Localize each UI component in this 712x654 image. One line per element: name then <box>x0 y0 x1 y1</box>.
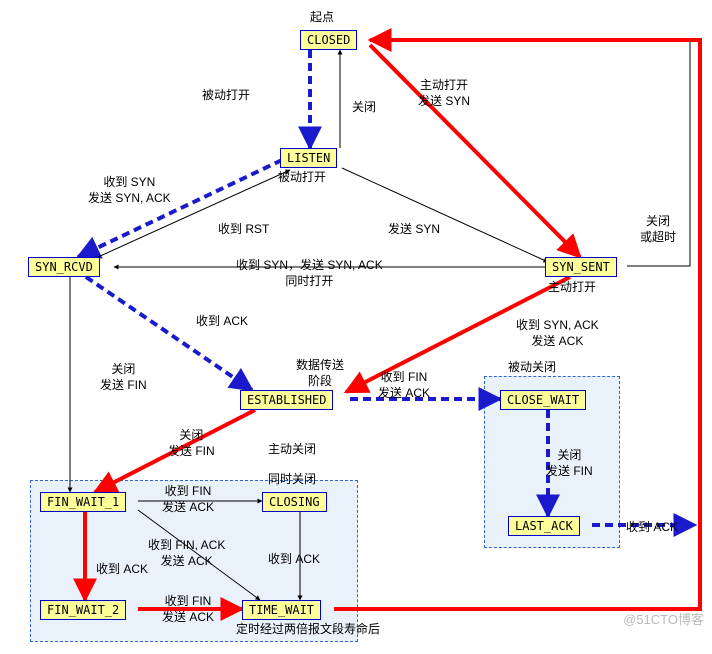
state-listen: LISTEN <box>280 148 337 168</box>
state-fin-wait-1: FIN_WAIT_1 <box>40 492 126 512</box>
label-close-fin-2: 关闭发送 FIN <box>168 428 215 459</box>
label-syn-sent-sub: 主动打开 <box>548 280 596 296</box>
edges-layer <box>0 0 712 654</box>
label-passive-open: 被动打开 <box>202 88 250 104</box>
label-ack-to-est: 收到 ACK <box>196 314 248 330</box>
label-rst: 收到 RST <box>218 222 269 238</box>
label-listen-sub: 被动打开 <box>278 170 326 186</box>
label-last-ack-recv: 收到 ACK <box>626 520 678 536</box>
edge-listen_synsent <box>342 168 548 262</box>
state-closing: CLOSING <box>262 492 327 512</box>
label-passive-close-lbl: 被动关闭 <box>508 360 556 376</box>
label-synack-to-est: 收到 SYN, ACK发送 ACK <box>516 318 599 349</box>
label-start: 起点 <box>310 10 334 26</box>
state-syn-rcvd: SYN_RCVD <box>28 257 100 277</box>
watermark: @51CTO博客 <box>623 609 704 628</box>
state-close-wait: CLOSE_WAIT <box>500 390 586 410</box>
state-established: ESTABLISHED <box>240 390 333 410</box>
label-data-phase: 数据传送阶段 <box>296 358 344 389</box>
label-send-syn: 发送 SYN <box>388 222 440 238</box>
label-simul-close: 同时关闭 <box>268 472 316 488</box>
state-closed: CLOSED <box>300 30 357 50</box>
label-close-fin-1: 关闭发送 FIN <box>100 362 147 393</box>
label-ack-fw2: 收到 ACK <box>96 562 148 578</box>
label-close-or-timeout: 关闭或超时 <box>640 214 676 245</box>
label-fin-ack-2: 收到 FIN发送 ACK <box>162 594 214 625</box>
label-finack-tw: 收到 FIN, ACK发送 ACK <box>148 538 225 569</box>
label-ack-closing: 收到 ACK <box>268 552 320 568</box>
state-diagram: CLOSED LISTEN SYN_RCVD SYN_SENT ESTABLIS… <box>0 0 712 654</box>
label-close-lbl: 关闭 <box>352 100 376 116</box>
state-last-ack: LAST_ACK <box>508 516 580 536</box>
label-syn-rcvd-in: 收到 SYN发送 SYN, ACK <box>88 175 171 206</box>
label-timer: 定时经过两倍报文段寿命后 <box>236 622 380 638</box>
label-fin-ack-1: 收到 FIN发送 ACK <box>162 484 214 515</box>
state-fin-wait-2: FIN_WAIT_2 <box>40 600 126 620</box>
label-active-close-lbl: 主动关闭 <box>268 442 316 458</box>
label-active-open: 主动打开发送 SYN <box>418 78 470 109</box>
label-simul-open: 收到 SYN，发送 SYN, ACK同时打开 <box>236 258 383 289</box>
state-syn-sent: SYN_SENT <box>545 257 617 277</box>
label-fin-to-cw: 收到 FIN发送 ACK <box>378 370 430 401</box>
state-time-wait: TIME_WAIT <box>242 600 321 620</box>
label-cw-close: 关闭发送 FIN <box>546 448 593 479</box>
